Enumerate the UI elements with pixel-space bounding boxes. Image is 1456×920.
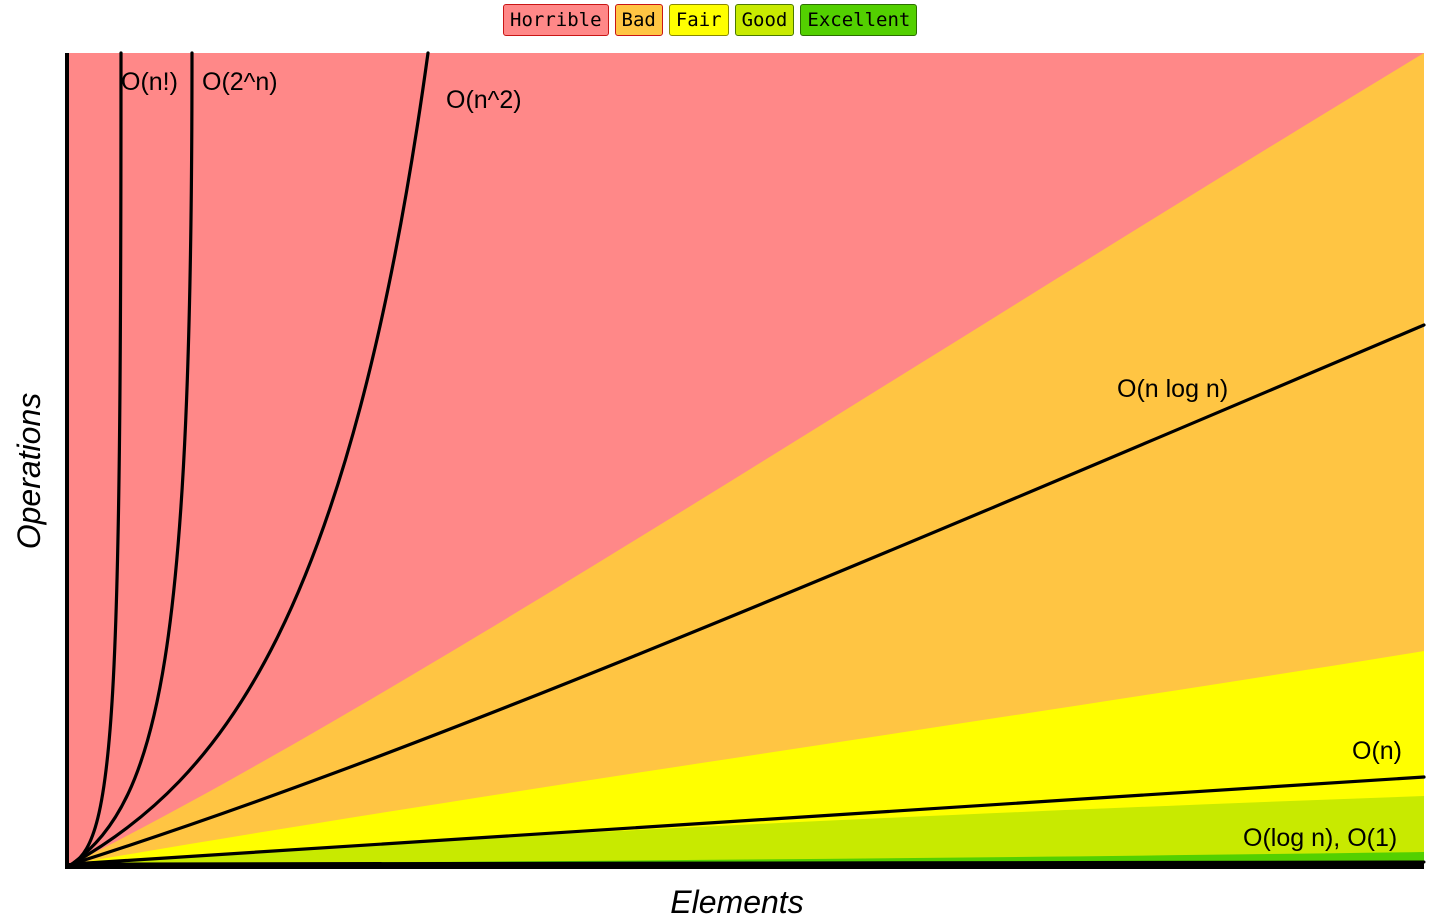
label-o-2-n: O(2^n) <box>202 68 278 96</box>
curve-o-2-n <box>70 51 194 866</box>
legend: Horrible Bad Fair Good Excellent <box>503 4 918 36</box>
legend-item-fair: Fair <box>668 4 729 36</box>
region-bad <box>72 53 1424 866</box>
label-o-n-squared: O(n^2) <box>446 86 522 114</box>
x-axis-title: Elements <box>670 884 803 920</box>
label-o-n-log-n: O(n log n) <box>1117 375 1228 403</box>
curve-o-n-squared <box>70 51 430 866</box>
curve-o-n <box>70 775 1426 866</box>
curve-o-n-log-n <box>70 323 1426 866</box>
region-good <box>72 796 1424 866</box>
legend-item-excellent: Excellent <box>800 4 918 36</box>
y-axis-title: Operations <box>11 393 47 550</box>
curve-o-n-factorial <box>70 51 123 866</box>
label-o-n: O(n) <box>1352 737 1402 765</box>
legend-item-good: Good <box>734 4 795 36</box>
legend-item-bad: Bad <box>614 4 663 36</box>
label-o-log-n-o-1: O(log n), O(1) <box>1243 824 1397 852</box>
label-o-n-factorial: O(n!) <box>121 68 178 96</box>
legend-item-horrible: Horrible <box>503 4 609 36</box>
